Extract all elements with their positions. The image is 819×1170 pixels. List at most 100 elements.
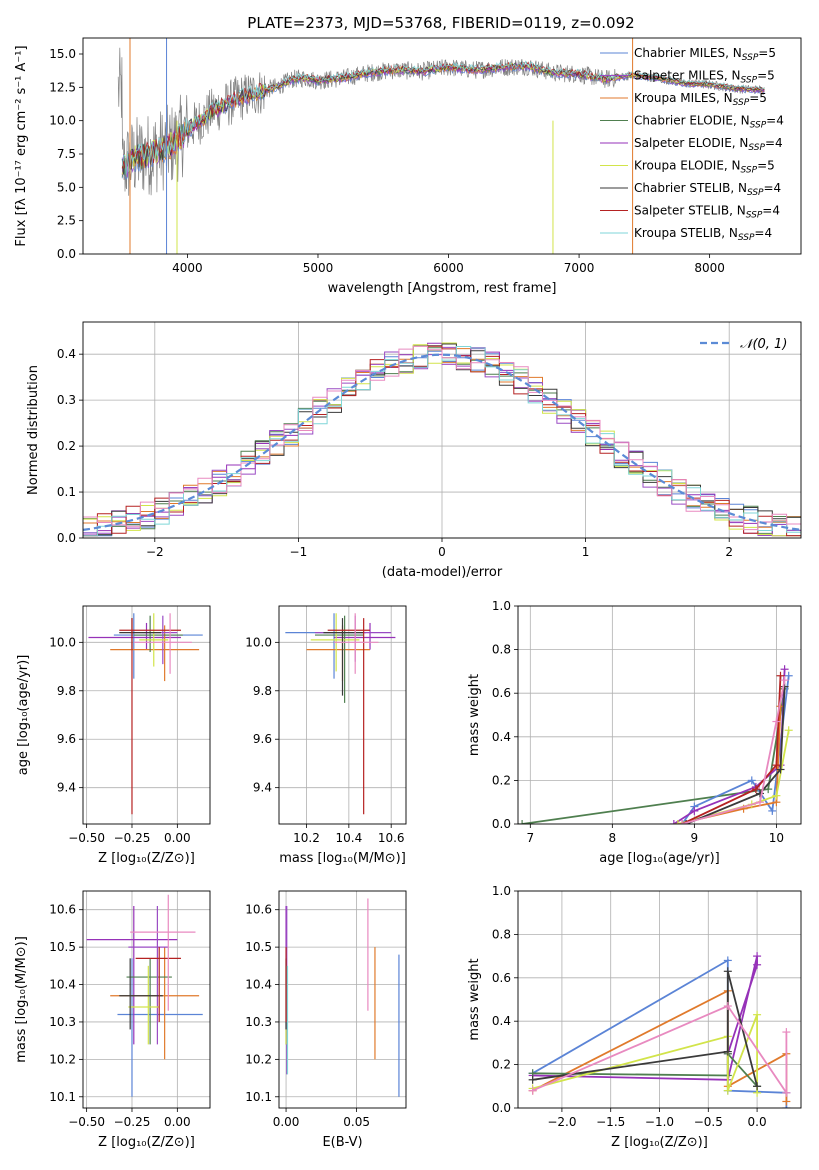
legend-entry: Salpeter MILES, NSSP=5 xyxy=(634,69,775,86)
x-axis-label: Z [log₁₀(Z/Z⊙)] xyxy=(98,851,195,866)
legend-entry: Kroupa MILES, NSSP=5 xyxy=(634,91,767,108)
y-tick-label: 10.0 xyxy=(245,635,272,649)
plot-layer: 4000 5000 6000 7000 80000.02.55.07.510.012.5… xyxy=(14,37,802,1150)
spectrum-series xyxy=(117,38,765,254)
y-tick-label: 10.0 xyxy=(49,635,76,649)
x-tick-label: 6000 xyxy=(433,261,464,275)
x-tick-label: −0.25 xyxy=(114,1115,151,1129)
spectrum-model-line xyxy=(121,61,765,173)
weight_vs_Z-frame xyxy=(517,890,802,1109)
y-tick-label: 9.6 xyxy=(253,732,272,746)
y-tick-label: 9.8 xyxy=(57,684,76,698)
y-tick-label: 0.3 xyxy=(57,393,76,407)
weight_vs_Z-series xyxy=(528,952,791,1108)
y-tick-label: 10.0 xyxy=(49,114,76,128)
x-tick-label: 10.4 xyxy=(335,831,362,845)
x-tick-label: 10.6 xyxy=(378,831,405,845)
y-tick-label: 10.2 xyxy=(245,1052,272,1066)
y-tick-label: 0.2 xyxy=(57,439,76,453)
y-tick-label: 7.5 xyxy=(57,147,76,161)
x-tick-label: 10.2 xyxy=(293,831,320,845)
y-axis-label: mass [log₁₀(M/M⊙)] xyxy=(14,936,29,1063)
x-tick-label: −0.50 xyxy=(68,1115,105,1129)
legend-entry: Chabrier MILES, NSSP=5 xyxy=(634,46,776,63)
y-tick-label: 0.2 xyxy=(492,773,511,787)
x-tick-label: 2 xyxy=(725,545,733,559)
legend-entry: Chabrier ELODIE, NSSP=4 xyxy=(634,114,784,131)
x-tick-label: 0.00 xyxy=(164,831,191,845)
residual-series xyxy=(83,342,801,537)
y-tick-label: 1.0 xyxy=(492,599,511,613)
mass-weight-line xyxy=(532,955,758,1081)
x-tick-label: 8000 xyxy=(694,261,725,275)
x-tick-label: 8 xyxy=(609,831,617,845)
y-tick-label: 0.1 xyxy=(57,485,76,499)
y-axis-label: mass weight xyxy=(467,674,482,756)
x-axis-label: Z [log₁₀(Z/Z⊙)] xyxy=(98,1135,195,1150)
x-tick-label: 0.0 xyxy=(748,1115,767,1129)
y-tick-label: 9.6 xyxy=(57,732,76,746)
mass_vs_Z-frame xyxy=(82,890,211,1109)
y-tick-label: 10.5 xyxy=(245,940,272,954)
x-tick-label: −0.50 xyxy=(68,831,105,845)
y-tick-label: 0.6 xyxy=(492,971,511,985)
x-axis-label: mass [log₁₀(M/M⊙)] xyxy=(279,851,406,866)
mass-weight-line xyxy=(685,686,786,824)
y-tick-label: 10.1 xyxy=(245,1090,272,1104)
y-tick-label: 5.0 xyxy=(57,180,76,194)
x-tick-label: 7000 xyxy=(564,261,595,275)
x-tick-label: −0.25 xyxy=(114,831,151,845)
age_vs_mass-frame xyxy=(278,605,407,825)
residual-histogram xyxy=(83,345,801,531)
y-tick-label: 0.4 xyxy=(492,1014,511,1028)
legend-entry: Kroupa STELIB, NSSP=4 xyxy=(634,226,772,243)
y-tick-label: 0.0 xyxy=(492,1101,511,1115)
x-tick-label: 4000 xyxy=(172,261,203,275)
y-tick-label: 10.3 xyxy=(49,1015,76,1029)
y-tick-label: 0.2 xyxy=(492,1058,511,1072)
weight_vs_age-axes: 7 8 9 10 0.0 0.2 0.4 0.6 0.8 1.0 age [log₁₀(age/yr… xyxy=(467,599,801,866)
mass-weight-line xyxy=(681,675,782,824)
spectrum-frame xyxy=(82,37,802,255)
x-tick-label: −1.5 xyxy=(596,1115,625,1129)
x-axis-label: E(B-V) xyxy=(322,1135,362,1150)
x-tick-label: 9 xyxy=(691,831,699,845)
x-tick-label: 7 xyxy=(526,831,534,845)
y-tick-label: 9.8 xyxy=(253,684,272,698)
y-tick-label: 1.0 xyxy=(492,884,511,898)
legend-entry: 𝒩(0, 1) xyxy=(740,337,787,352)
weight_vs_age-frame xyxy=(517,605,802,825)
y-tick-label: 0.6 xyxy=(492,686,511,700)
age_vs_Z-points xyxy=(88,613,203,815)
y-tick-label: 0.8 xyxy=(492,927,511,941)
y-tick-label: 10.4 xyxy=(245,978,272,992)
y-tick-label: 15.0 xyxy=(49,47,76,61)
x-tick-label: −1.0 xyxy=(645,1115,674,1129)
mass-weight-line xyxy=(532,971,758,1087)
age_vs_Z-axes: −0.50 −0.25 0.00 9.4 9.6 9.8 10.0 Z [log₁₀(Z/Z⊙… xyxy=(16,606,210,866)
y-tick-label: 0.4 xyxy=(57,347,76,361)
y-tick-label: 0.0 xyxy=(57,247,76,261)
x-axis-label: (data-model)/error xyxy=(382,565,503,580)
y-tick-label: 10.3 xyxy=(245,1015,272,1029)
y-tick-label: 12.5 xyxy=(49,80,76,94)
x-axis-label: age [log₁₀(age/yr)] xyxy=(599,851,720,866)
spectrum-model-line xyxy=(121,60,765,175)
x-tick-label: 0 xyxy=(438,545,446,559)
y-tick-label: 10.6 xyxy=(245,903,272,917)
y-tick-label: 10.6 xyxy=(49,903,76,917)
y-axis-label: mass weight xyxy=(467,958,482,1040)
y-tick-label: 10.5 xyxy=(49,940,76,954)
mass_vs_EBV-frame xyxy=(278,890,407,1109)
weight_vs_Z-axes: −2.0 −1.5 −1.0 −0.5 0.0 0.0 0.2 0.4 0.6 0.8 1.0 Z [… xyxy=(467,884,801,1150)
legend-entry: Salpeter STELIB, NSSP=4 xyxy=(634,204,780,221)
legend-entry: Kroupa ELODIE, NSSP=5 xyxy=(634,159,775,176)
spectrum-axes: 4000 5000 6000 7000 8000 0.0 2.5 5.0 7.5 10.0 12.5… xyxy=(14,45,725,296)
mass-weight-line xyxy=(521,688,786,824)
mass-weight-line xyxy=(681,679,786,824)
y-axis-label: Normed distribution xyxy=(26,365,41,495)
y-tick-label: 0.0 xyxy=(492,817,511,831)
y-tick-label: 10.4 xyxy=(49,978,76,992)
y-axis-label: Flux [fλ 10⁻¹⁷ erg cm⁻² s⁻¹ A⁻¹] xyxy=(14,45,29,246)
